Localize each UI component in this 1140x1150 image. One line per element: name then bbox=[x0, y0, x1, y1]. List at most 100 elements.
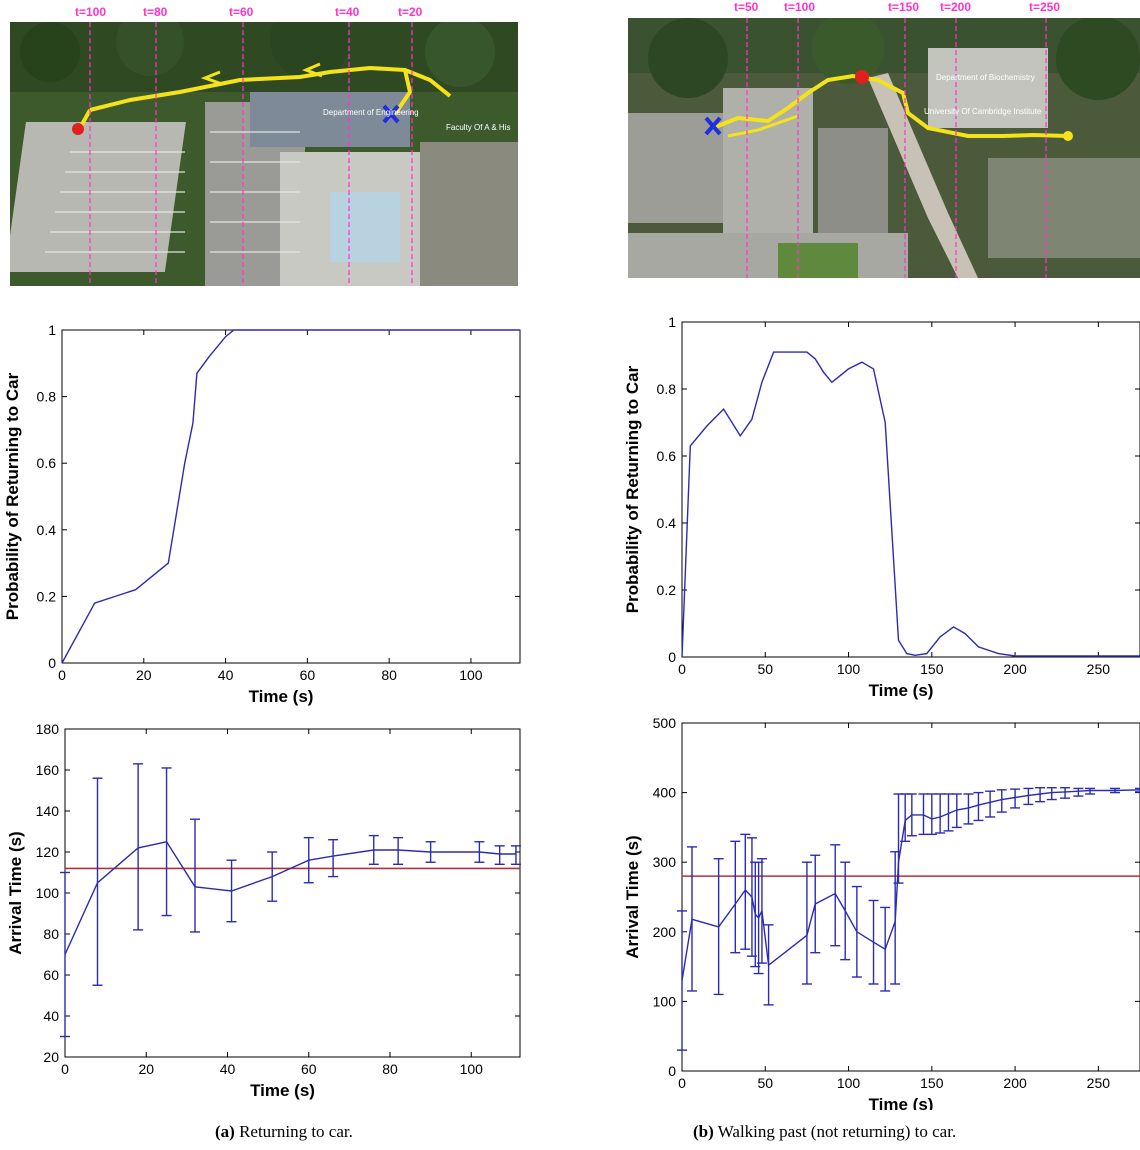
x-tick-label: 40 bbox=[218, 667, 234, 683]
time-marker: t=60 bbox=[229, 5, 254, 19]
error-bar bbox=[161, 767, 172, 917]
error-bar bbox=[730, 840, 741, 954]
series-line bbox=[681, 351, 1140, 658]
x-tick-label: 40 bbox=[220, 1061, 236, 1077]
x-tick-label: 100 bbox=[460, 1061, 484, 1077]
y-tick-label: 300 bbox=[653, 854, 677, 870]
error-bar bbox=[1046, 787, 1057, 801]
x-tick-label: 150 bbox=[920, 1075, 944, 1091]
error-bar bbox=[918, 793, 929, 836]
y-axis-label: Arrival Time (s) bbox=[623, 835, 642, 958]
error-bar bbox=[740, 833, 751, 950]
time-marker: t=50 bbox=[734, 0, 759, 14]
y-tick-label: 80 bbox=[43, 926, 59, 942]
x-tick-label: 200 bbox=[1003, 661, 1027, 677]
map-a: Department of Engineering Faculty Of A &… bbox=[10, 22, 518, 286]
error-bar bbox=[474, 841, 485, 863]
y-tick-label: 1 bbox=[48, 322, 56, 338]
error-bar bbox=[190, 818, 200, 933]
error-bar bbox=[92, 777, 103, 986]
aerial-map-a: Department of Engineering Faculty Of A &… bbox=[10, 22, 518, 286]
y-tick-label: 1 bbox=[668, 314, 676, 330]
y-tick-label: 0.4 bbox=[37, 522, 57, 538]
plot-frame bbox=[681, 722, 1140, 1072]
x-tick-label: 20 bbox=[136, 667, 152, 683]
series-line bbox=[681, 789, 1140, 981]
plot-frame bbox=[64, 728, 521, 1058]
x-tick-label: 100 bbox=[459, 667, 483, 683]
x-axis-label: Time (s) bbox=[869, 681, 934, 700]
error-bar bbox=[1023, 787, 1034, 806]
y-tick-label: 500 bbox=[653, 715, 677, 731]
x-tick-label: 200 bbox=[1003, 1075, 1027, 1091]
error-bar bbox=[267, 851, 278, 902]
error-bar bbox=[868, 899, 879, 985]
time-markers-a: t=100 t=80 t=60 t=40 t=20 bbox=[0, 5, 540, 23]
y-tick-label: 0.8 bbox=[37, 389, 57, 405]
error-bar bbox=[226, 859, 237, 923]
y-tick-label: 0.4 bbox=[657, 515, 677, 531]
series-line bbox=[64, 841, 516, 955]
error-bar bbox=[677, 910, 687, 1051]
y-tick-label: 400 bbox=[653, 785, 677, 801]
x-tick-label: 250 bbox=[1087, 1075, 1111, 1091]
time-marker: t=200 bbox=[940, 0, 972, 14]
error-bar bbox=[840, 861, 851, 961]
error-bar bbox=[328, 838, 339, 878]
error-bar bbox=[425, 841, 436, 863]
x-tick-label: 100 bbox=[837, 661, 861, 677]
y-tick-label: 140 bbox=[36, 803, 60, 819]
y-axis-label: Probability of Returning to Car bbox=[623, 365, 642, 613]
caption-a: (a) Returning to car. bbox=[215, 1122, 353, 1142]
time-marker: t=80 bbox=[143, 5, 168, 19]
x-tick-label: 250 bbox=[1087, 661, 1111, 677]
x-tick-label: 80 bbox=[382, 1061, 398, 1077]
plot-frame bbox=[61, 329, 521, 664]
error-bar bbox=[1010, 788, 1021, 809]
error-bar bbox=[713, 858, 724, 996]
error-bar bbox=[133, 763, 144, 931]
x-tick-label: 50 bbox=[757, 1075, 773, 1091]
aerial-map-b: Department of Biochemistry University Of… bbox=[628, 18, 1140, 278]
y-tick-label: 120 bbox=[36, 844, 60, 860]
error-bar bbox=[830, 844, 841, 947]
y-tick-label: 0.2 bbox=[37, 588, 57, 604]
error-bar bbox=[510, 845, 521, 866]
x-axis-label: Time (s) bbox=[869, 1095, 934, 1110]
error-bar bbox=[1073, 787, 1084, 797]
error-bar bbox=[756, 858, 767, 964]
time-marker: t=40 bbox=[335, 5, 360, 19]
time-marker: t=250 bbox=[1029, 0, 1061, 14]
svg-text:Department of Biochemistry: Department of Biochemistry bbox=[936, 73, 1035, 82]
error-bar bbox=[996, 789, 1007, 813]
y-tick-label: 100 bbox=[36, 885, 60, 901]
chart-arrival-a: 0 20 40 60 80 10020406080100120140160180Time … bbox=[6, 721, 521, 1100]
x-tick-label: 0 bbox=[678, 661, 686, 677]
svg-text:University Of Cambridge Instit: University Of Cambridge Institute bbox=[924, 107, 1042, 116]
y-tick-label: 100 bbox=[653, 993, 677, 1009]
y-tick-label: 60 bbox=[43, 967, 59, 983]
y-axis-label: Probability of Returning to Car bbox=[3, 372, 22, 620]
chart-prob-a: 0 20 40 60 80 100 0 0.2 0.4 0.6 0.8 1 Time (s) Probab… bbox=[3, 322, 521, 706]
caption-text: Returning to car. bbox=[239, 1122, 353, 1141]
caption-b: (b) Walking past (not returning) to car. bbox=[693, 1122, 956, 1142]
series-line bbox=[61, 329, 520, 664]
x-tick-label: 20 bbox=[138, 1061, 154, 1077]
error-bar bbox=[951, 793, 962, 829]
y-tick-label: 0 bbox=[668, 1063, 676, 1079]
error-bar bbox=[985, 790, 996, 818]
error-bar bbox=[801, 861, 812, 985]
map-b: Department of Biochemistry University Of… bbox=[628, 18, 1140, 278]
y-tick-label: 0.2 bbox=[657, 582, 677, 598]
x-tick-label: 60 bbox=[300, 667, 316, 683]
error-bar bbox=[973, 791, 984, 822]
time-marker: t=100 bbox=[75, 5, 107, 19]
error-bar bbox=[368, 834, 379, 866]
caption-text: Walking past (not returning) to car. bbox=[717, 1122, 957, 1141]
time-marker: t=20 bbox=[398, 5, 423, 19]
time-markers-b: t=50 t=100 t=150 t=200 t=250 bbox=[620, 0, 1140, 18]
x-tick-label: 0 bbox=[678, 1075, 686, 1091]
y-tick-label: 0 bbox=[48, 655, 56, 671]
y-tick-label: 0.8 bbox=[657, 381, 677, 397]
x-axis-label: Time (s) bbox=[249, 687, 314, 706]
